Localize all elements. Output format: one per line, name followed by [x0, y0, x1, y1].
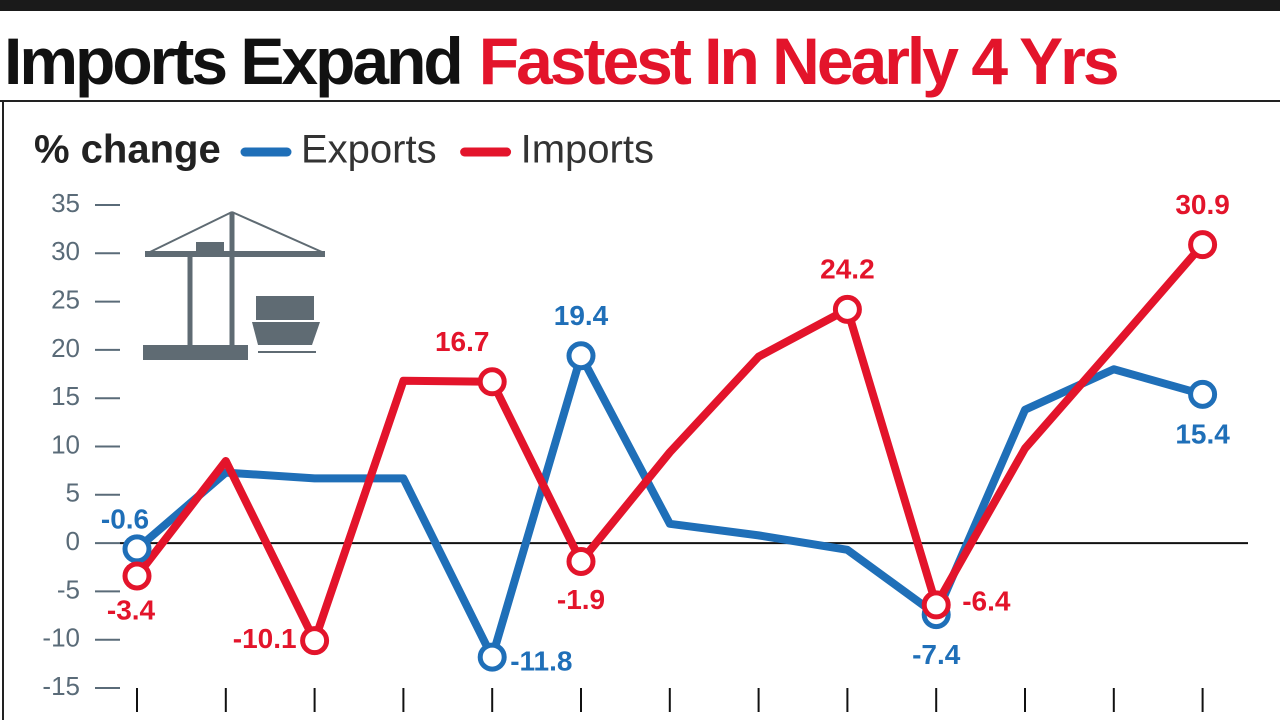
value-label: -1.9	[557, 584, 605, 615]
value-label: 24.2	[820, 254, 875, 285]
point-marker	[477, 367, 507, 397]
point-marker	[832, 294, 862, 324]
y-tick-label: 15	[51, 381, 80, 411]
y-tick-label: -5	[57, 574, 80, 604]
value-label: 19.4	[554, 300, 609, 331]
value-label: 30.9	[1175, 189, 1230, 220]
point-marker	[477, 642, 507, 672]
value-label: -3.4	[107, 594, 156, 625]
y-tick-label: 20	[51, 333, 80, 363]
chart-title-highlight: Fastest In Nearly 4 Yrs	[479, 24, 1117, 98]
value-label: 16.7	[435, 326, 490, 357]
y-tick-label: 10	[51, 429, 80, 459]
point-marker	[1188, 230, 1218, 260]
value-label: -10.1	[233, 623, 297, 654]
y-tick-label: 30	[51, 236, 80, 266]
legend-label: Exports	[301, 128, 437, 172]
y-tick-label: 5	[66, 478, 80, 508]
series-line	[133, 351, 1207, 662]
point-marker	[921, 590, 951, 620]
value-label: 15.4	[1175, 419, 1230, 450]
y-tick-label: 25	[51, 284, 80, 314]
value-label: -6.4	[962, 585, 1011, 616]
point-marker	[566, 546, 596, 576]
y-axis-label: % change	[34, 128, 221, 172]
y-tick-label: -15	[42, 671, 80, 701]
top-bar	[0, 0, 1280, 11]
value-label: -0.6	[101, 503, 149, 534]
chart-title: Imports Expand	[4, 24, 461, 98]
legend-label: Imports	[521, 128, 654, 172]
point-marker	[1188, 379, 1218, 409]
y-tick-label: 35	[51, 188, 80, 218]
point-marker	[300, 626, 330, 656]
point-marker	[566, 341, 596, 371]
value-label: -7.4	[912, 639, 961, 670]
point-marker	[122, 561, 152, 591]
y-tick-label: 0	[66, 526, 80, 556]
value-label: -11.8	[510, 645, 572, 676]
y-tick-label: -10	[42, 623, 80, 653]
point-marker	[122, 534, 152, 564]
port-icon	[143, 211, 325, 360]
